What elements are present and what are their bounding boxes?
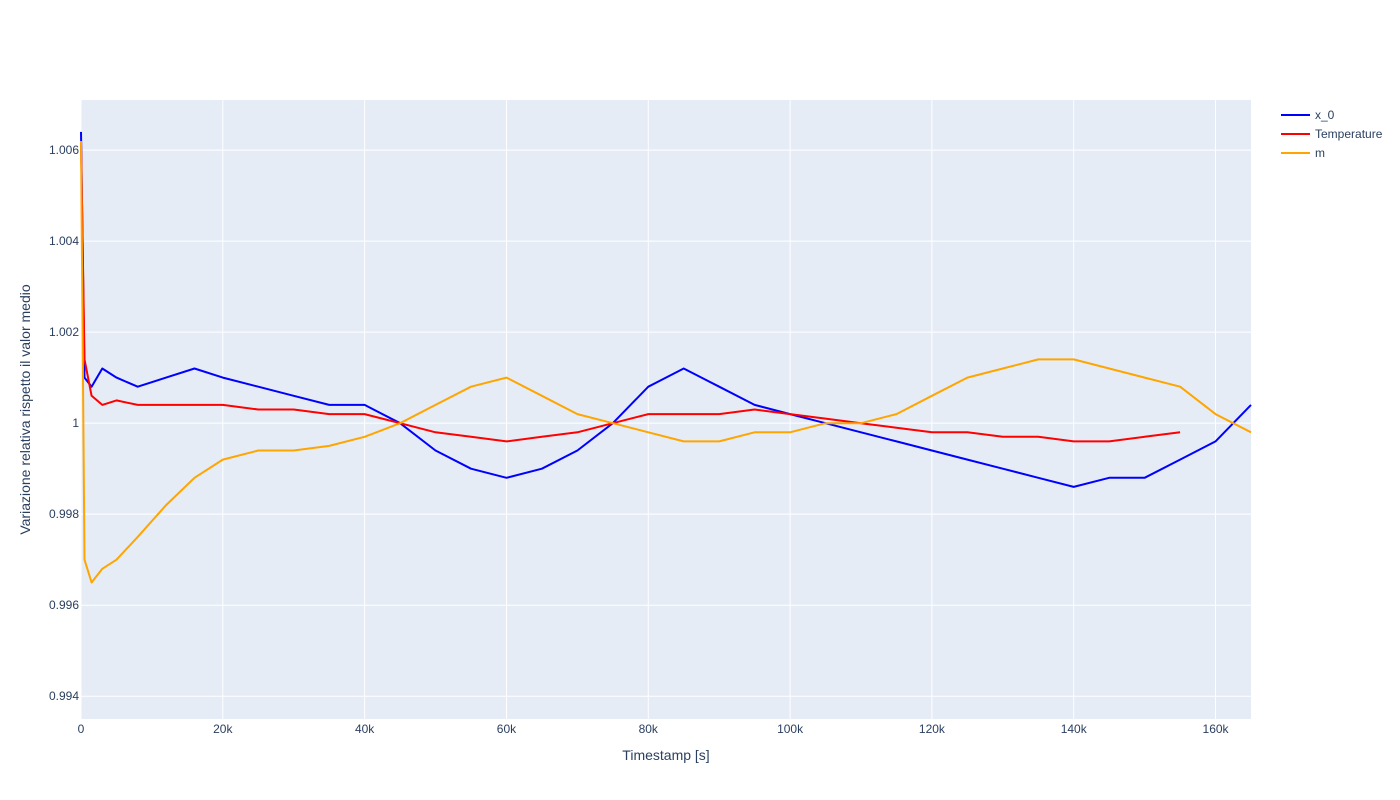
y-axis-ticks: 0.994 0.996 0.998 1 1.002 1.004 1.006 — [49, 143, 79, 703]
x-tick-label: 120k — [919, 722, 946, 736]
x-tick-label: 60k — [497, 722, 517, 736]
legend[interactable]: x_0 Temperature m — [1281, 108, 1383, 160]
x-axis-ticks: 0 20k 40k 60k 80k 100k 120k 140k 160k — [78, 722, 1230, 736]
series-line-x-0 — [80, 131, 1252, 488]
y-tick-label: 1.002 — [49, 325, 79, 339]
y-tick-label: 0.996 — [49, 598, 79, 612]
legend-item[interactable]: m — [1281, 146, 1325, 160]
y-tick-label: 0.998 — [49, 507, 79, 521]
y-tick-label: 1.006 — [49, 143, 79, 157]
legend-label: m — [1315, 146, 1325, 160]
y-axis-title: Variazione relativa rispetto il valor me… — [17, 284, 33, 535]
grid — [80, 100, 1251, 719]
legend-item[interactable]: x_0 — [1281, 108, 1335, 122]
legend-label: Temperature — [1315, 127, 1383, 141]
series-line-m — [80, 140, 1252, 584]
legend-item[interactable]: Temperature — [1281, 127, 1383, 141]
x-axis-title: Timestamp [s] — [622, 747, 709, 763]
x-tick-label: 80k — [639, 722, 659, 736]
y-tick-label: 0.994 — [49, 689, 79, 703]
x-tick-label: 20k — [213, 722, 233, 736]
legend-label: x_0 — [1315, 108, 1335, 122]
x-tick-label: 100k — [777, 722, 804, 736]
series-layer — [80, 131, 1252, 584]
y-tick-label: 1.004 — [49, 234, 79, 248]
x-tick-label: 40k — [355, 722, 375, 736]
x-tick-label: 140k — [1061, 722, 1088, 736]
series-line-temperature — [80, 140, 1181, 443]
x-tick-label: 160k — [1203, 722, 1230, 736]
x-tick-label: 0 — [78, 722, 85, 736]
y-tick-label: 1 — [72, 416, 79, 430]
